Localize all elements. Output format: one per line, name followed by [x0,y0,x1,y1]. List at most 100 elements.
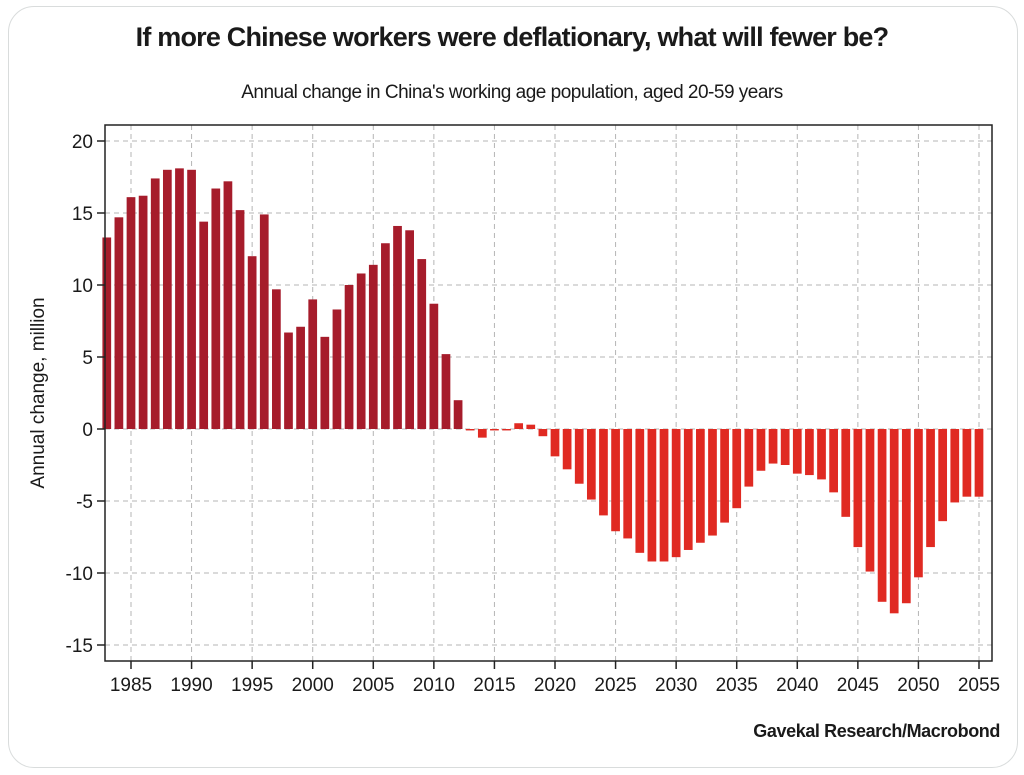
y-tick-label: 0 [82,420,93,441]
bar-2002 [332,309,342,429]
bar-1993 [223,181,233,429]
bar-2031 [683,429,693,550]
bar-2036 [744,429,754,487]
y-tick-label: 15 [72,204,93,225]
bar-2011 [441,354,451,429]
bar-2053 [950,429,960,503]
bar-1986 [138,195,148,429]
bar-2033 [708,429,717,536]
y-tick-label: -15 [66,636,93,657]
bar-1994 [235,210,245,429]
bar-2044 [841,429,851,517]
bar-1984 [114,217,124,429]
bar-2007 [393,225,402,429]
y-tick-label: 5 [82,348,93,369]
bar-1985 [126,197,136,429]
bar-2048 [889,429,899,614]
plot-frame [104,124,993,662]
bar-2047 [877,429,887,602]
x-tick-label: 2005 [352,675,394,696]
bar-1987 [150,178,160,429]
bar-2037 [756,429,766,471]
bar-2055 [974,429,984,497]
bar-1989 [175,168,184,430]
bar-2008 [405,230,414,429]
x-tick-label: 2035 [716,675,758,696]
bar-2018 [526,424,536,429]
bar-2029 [659,429,669,562]
x-tick-label: 1995 [231,675,273,696]
bar-2049 [901,429,911,604]
y-tick-label: -10 [66,564,93,585]
bar-2022 [574,429,584,484]
bar-1992 [211,188,221,429]
bar-2000 [308,299,318,429]
bar-2017 [514,423,524,429]
bar-1999 [296,326,305,429]
bar-2001 [320,336,330,429]
bar-2020 [550,429,560,457]
bars [102,168,984,614]
bar-2030 [671,429,681,558]
bar-2051 [926,429,935,548]
bar-2035 [732,429,742,509]
bar-2040 [792,429,802,474]
bar-2034 [720,429,729,523]
bar-2006 [381,243,390,429]
bar-1996 [259,214,269,429]
bar-2032 [696,429,705,543]
x-tick-label: 2055 [958,675,1000,696]
bar-2045 [853,429,863,548]
bar-2042 [817,429,826,480]
bar-2012 [453,400,463,429]
bar-2013 [465,429,475,431]
bar-1983 [102,237,112,429]
bar-1995 [247,256,257,429]
y-tick-label: 20 [72,132,93,153]
bar-2046 [865,429,875,572]
source-note: Gavekal Research/Macrobond [753,721,1000,741]
bar-1990 [187,169,196,430]
y-tick-label: -5 [76,492,93,513]
x-tick-label: 2025 [594,675,636,696]
bar-2023 [586,429,596,500]
bar-2009 [417,259,427,429]
x-tick-label: 2000 [292,675,334,696]
bar-1998 [284,332,293,429]
x-tick-label: 2020 [534,675,576,696]
bar-2016 [502,429,511,431]
x-tick-label: 2040 [776,675,818,696]
bar-2027 [635,429,645,553]
bar-2021 [562,429,572,470]
x-axis: 1985 1990 1995 2000 2005 2010 2015 2020 2025 2030… [110,661,1000,696]
bar-1997 [272,289,281,429]
x-tick-label: 1990 [170,675,212,696]
y-tick-label: 10 [72,276,93,297]
x-tick-label: 2045 [837,675,879,696]
bar-2028 [647,429,657,562]
bar-2004 [356,273,366,429]
x-tick-label: 2015 [473,675,515,696]
bar-1988 [162,169,172,430]
chart-title: If more Chinese workers were deflationar… [135,22,889,52]
bar-2014 [477,429,487,438]
y-axis-title: Annual change, million [28,297,49,488]
bar-2039 [780,429,790,465]
bar-2025 [611,429,620,532]
x-tick-label: 2030 [655,675,697,696]
bar-2050 [914,429,923,578]
bar-1991 [199,221,209,429]
bar-2026 [623,429,633,539]
bar-2010 [429,303,439,429]
bar-2054 [962,429,972,497]
bar-2038 [768,429,778,464]
bar-2043 [829,429,838,493]
x-tick-label: 2010 [413,675,455,696]
bar-2024 [599,429,608,516]
x-tick-label: 2050 [897,675,939,696]
bar-2003 [344,285,354,429]
bar-2052 [938,429,948,522]
bar-2019 [538,429,548,437]
x-tick-label: 1985 [110,675,152,696]
